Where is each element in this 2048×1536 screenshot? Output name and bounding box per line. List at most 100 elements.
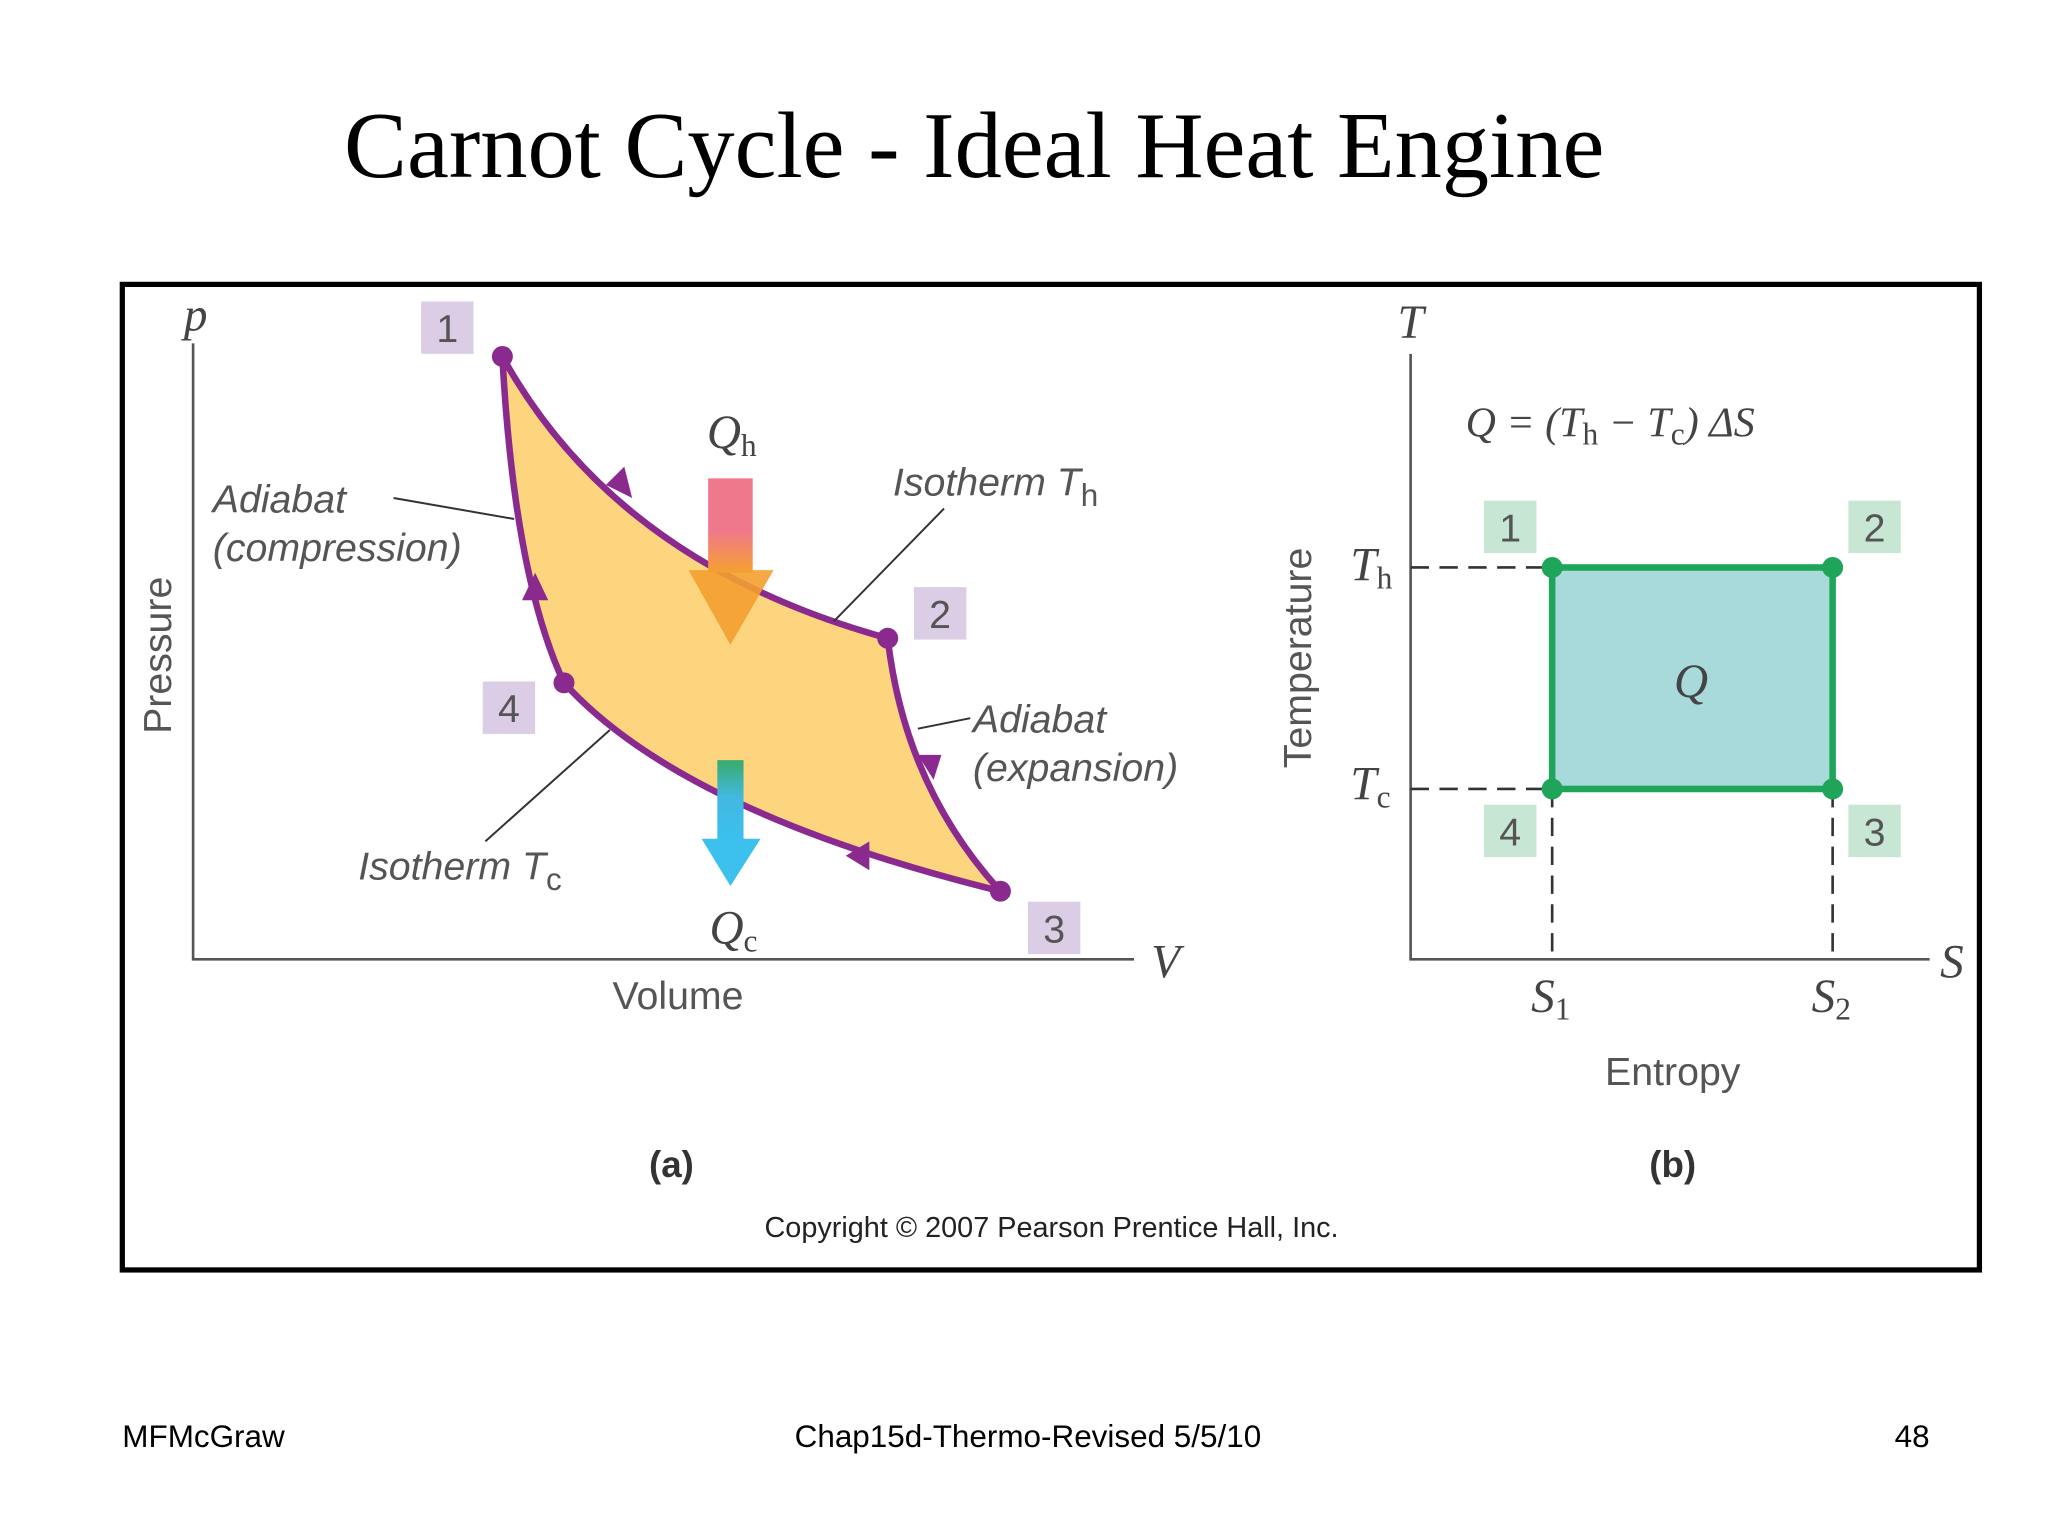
label-box — [1484, 500, 1537, 554]
x-axis-label: Entropy — [1605, 1050, 1741, 1094]
label-box — [1848, 804, 1901, 858]
p-symbol: p — [181, 289, 208, 341]
symbol: T — [1350, 540, 1380, 592]
point-labels: 1 2 3 4 — [1484, 500, 1901, 858]
label-box — [421, 301, 474, 354]
leader-lines — [393, 497, 971, 843]
subscript: 2 — [1835, 992, 1851, 1027]
footer-left: MFMcGraw — [122, 1419, 285, 1454]
footer-right: 48 — [1895, 1419, 1930, 1454]
isotherm-cold-label: Isotherm Tc — [358, 844, 562, 896]
point-label: 3 — [1864, 810, 1886, 854]
point-label: 4 — [1499, 810, 1521, 854]
caption: (a) — [649, 1144, 694, 1185]
point-labels: 1 2 3 4 — [421, 301, 1081, 955]
heat-out-arrow — [701, 760, 761, 886]
arrow — [605, 466, 633, 499]
state-points — [491, 345, 1011, 902]
subscript: c — [1377, 779, 1391, 814]
subscript: c — [744, 923, 758, 958]
symbol: S — [1812, 971, 1836, 1023]
adiabat-expansion-label: (expansion) — [973, 746, 1178, 790]
arrow-head — [688, 570, 774, 645]
symbol: T — [1350, 758, 1380, 810]
heat-in-label: Qh — [707, 407, 757, 463]
subscript: h — [741, 428, 757, 463]
label: Isotherm T — [358, 844, 549, 888]
label-box — [1484, 804, 1537, 858]
arrow-shaft — [708, 478, 753, 573]
slide-title: Carnot Cycle - Ideal Heat Engine — [344, 94, 1604, 198]
leader — [833, 507, 945, 622]
s-symbol: S — [1940, 937, 1964, 989]
point-label: 2 — [929, 593, 951, 637]
area-label: Q — [1674, 656, 1708, 708]
adiabat-expansion-label: Adiabat — [971, 698, 1108, 742]
symbol: Q — [707, 407, 741, 459]
v-symbol: V — [1151, 937, 1185, 989]
eq-part: − T — [1598, 400, 1673, 446]
state-point — [989, 880, 1011, 902]
point-label: 1 — [436, 307, 458, 351]
footer-center: Chap15d-Thermo-Revised 5/5/10 — [795, 1419, 1262, 1454]
symbol: Q — [709, 903, 743, 955]
label-box — [482, 681, 536, 734]
subscript: 1 — [1555, 992, 1571, 1027]
state-point — [553, 672, 575, 694]
arrow-head — [701, 838, 761, 886]
arrow — [522, 572, 549, 601]
s1-label: S1 — [1531, 971, 1570, 1027]
arrow-shaft — [717, 760, 744, 842]
symbol: S — [1531, 971, 1555, 1023]
label-box — [913, 587, 967, 640]
state-point — [1822, 556, 1844, 578]
caption: (b) — [1649, 1144, 1696, 1185]
eq-part: Q = (T — [1466, 400, 1585, 446]
ts-axes — [1409, 353, 1930, 961]
leader — [393, 497, 515, 520]
arrow — [845, 841, 870, 871]
t-hot-label: Th — [1350, 540, 1392, 596]
point-label: 1 — [1499, 506, 1521, 550]
heat-in-arrow — [688, 478, 774, 645]
subscript: h — [1582, 416, 1598, 451]
label-box — [1848, 500, 1901, 554]
isotherm-hot-label: Isotherm Th — [893, 460, 1098, 512]
adiabat-compression-label: (compression) — [213, 526, 462, 570]
point-label: 2 — [1864, 506, 1886, 550]
ts-diagram: T S Temperature Entropy Q = (Th − Tc) ΔS… — [1276, 297, 1964, 1185]
state-point — [491, 345, 513, 367]
point-label: 3 — [1043, 907, 1065, 951]
x-axis-label: Volume — [612, 974, 743, 1018]
reference-lines — [1410, 566, 1834, 960]
state-point — [877, 627, 899, 649]
state-point — [1541, 778, 1563, 800]
heat-out-label: Qc — [709, 903, 757, 959]
subscript: h — [1377, 560, 1393, 595]
state-point — [1541, 556, 1563, 578]
s2-label: S2 — [1812, 971, 1851, 1027]
state-point — [1822, 778, 1844, 800]
subscript: c — [546, 862, 562, 897]
y-axis-label: Temperature — [1276, 548, 1320, 769]
label-box — [1027, 901, 1081, 955]
leader — [484, 729, 611, 843]
eq-part: ) ΔS — [1683, 400, 1755, 446]
t-cold-label: Tc — [1350, 758, 1390, 814]
subscript: c — [1671, 416, 1685, 451]
t-symbol: T — [1398, 297, 1428, 349]
pv-axes — [191, 343, 1135, 961]
adiabat-compression-label: Adiabat — [211, 477, 348, 521]
pv-diagram: p V Pressure Volume 1 2 3 4 — [136, 289, 1185, 1185]
copyright: Copyright © 2007 Pearson Prentice Hall, … — [764, 1212, 1338, 1244]
leader — [917, 717, 971, 730]
equation: Q = (Th − Tc) ΔS — [1466, 400, 1755, 451]
y-axis-label: Pressure — [136, 577, 180, 734]
label: Isotherm T — [893, 460, 1084, 504]
state-points — [1541, 556, 1844, 800]
subscript: h — [1081, 478, 1098, 513]
cycle-area — [1548, 564, 1836, 793]
point-label: 4 — [498, 687, 520, 731]
